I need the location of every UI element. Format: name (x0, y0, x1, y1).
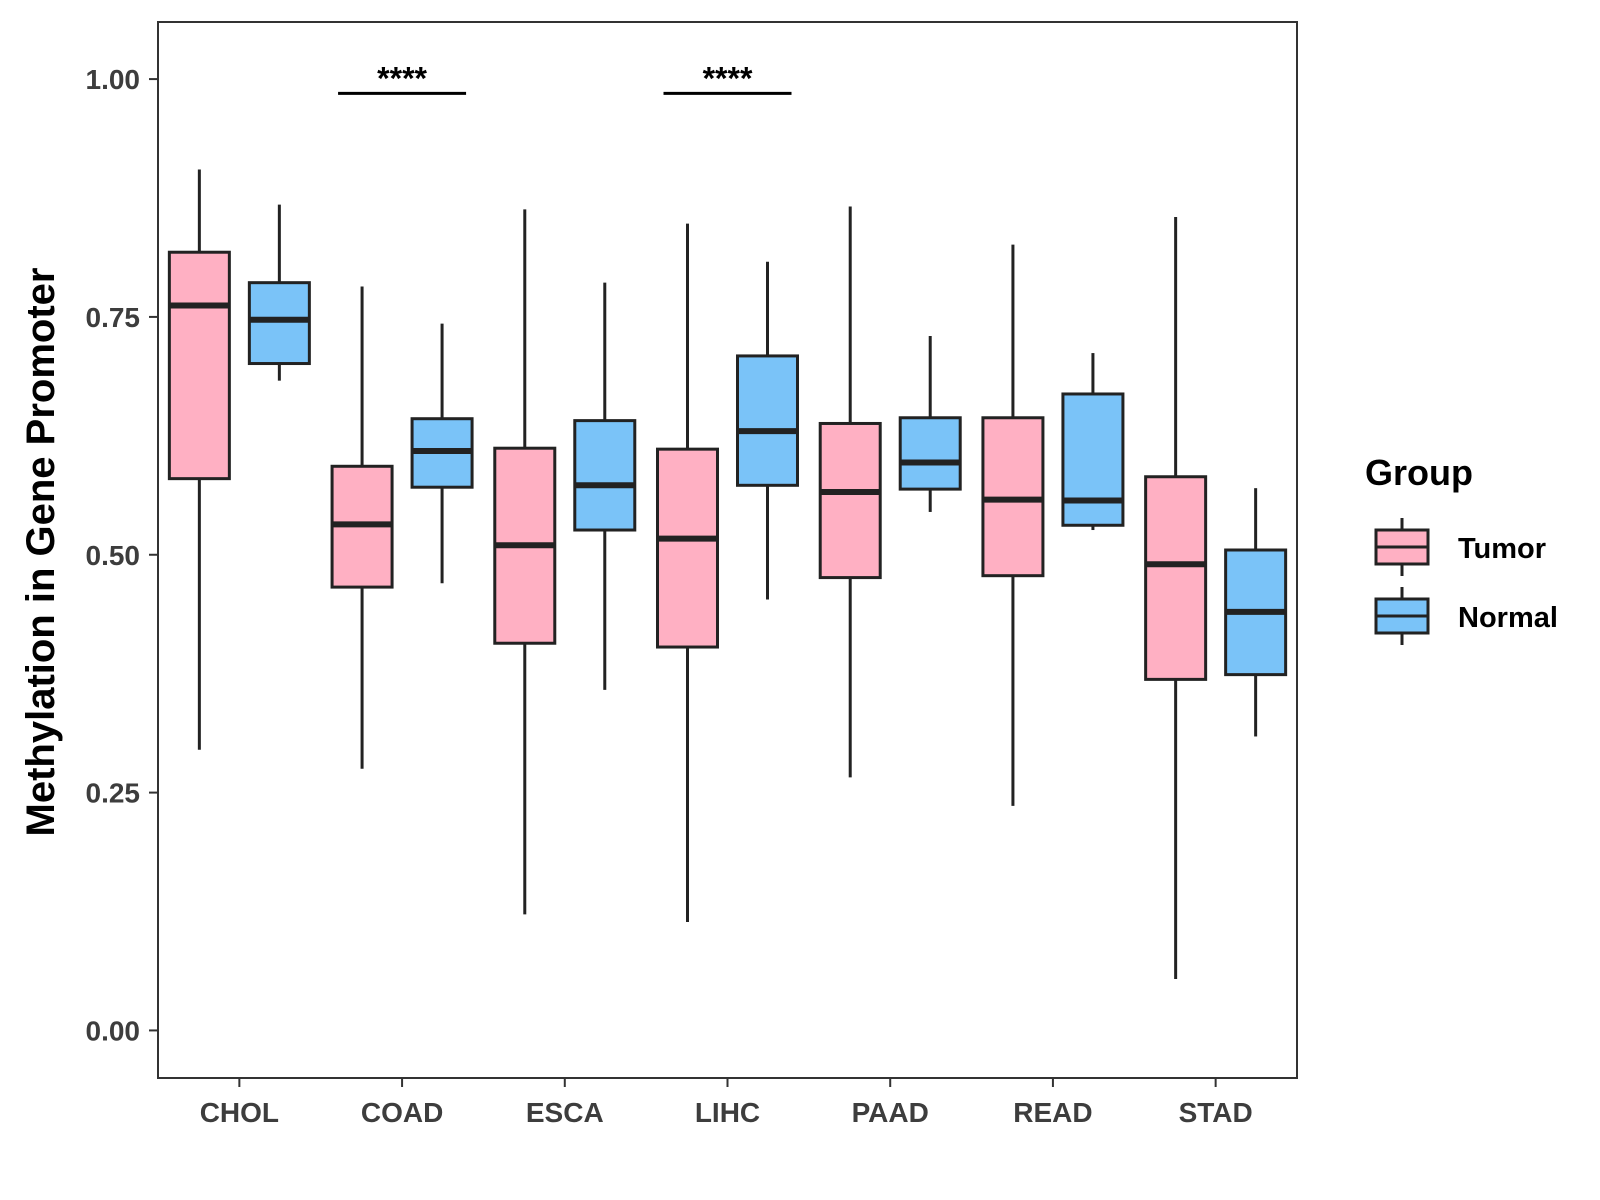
box-tumor-paad (818, 206, 882, 778)
legend-item-tumor: Tumor (1374, 518, 1546, 576)
box-body (1061, 392, 1125, 527)
y-tick-label: 0.50 (86, 540, 141, 571)
significance-layer: **** **** (338, 60, 792, 96)
box-body (736, 354, 799, 487)
x-tick-label: STAD (1179, 1097, 1253, 1128)
significance-label: **** (377, 60, 427, 96)
box-body (573, 419, 637, 532)
box-normal-esca (573, 282, 637, 690)
y-tick-label: 0.00 (86, 1015, 141, 1046)
legend-title: Group (1365, 452, 1473, 493)
significance-label: **** (703, 60, 753, 96)
legend-label-normal: Normal (1458, 602, 1558, 634)
box-normal-read (1061, 353, 1125, 531)
x-tick-label: COAD (361, 1097, 443, 1128)
box-body (898, 416, 962, 491)
box-body (656, 447, 719, 649)
box-tumor-esca (493, 209, 557, 915)
x-axis: CHOL COAD ESCA LIHC PAAD READ STAD (200, 1078, 1253, 1128)
box-body (1144, 475, 1208, 681)
y-axis: 0.00 0.25 0.50 0.75 1.00 (86, 64, 158, 1046)
y-tick-label: 0.75 (86, 302, 141, 333)
legend-label-tumor: Tumor (1458, 533, 1546, 565)
legend-item-normal: Normal (1374, 587, 1558, 645)
x-tick-label: CHOL (200, 1097, 279, 1128)
legend: Group Tumor Normal (1365, 452, 1558, 645)
box-body (247, 281, 311, 366)
box-normal-chol (247, 204, 311, 381)
x-tick-label: PAAD (852, 1097, 929, 1128)
y-axis-title: Methylation in Gene Promoter (19, 268, 63, 837)
box-tumor-lihc (656, 223, 719, 922)
box-normal-coad (410, 323, 474, 584)
box-tumor-stad (1144, 217, 1208, 980)
box-tumor-chol (167, 169, 231, 750)
box-normal-lihc (736, 261, 799, 600)
y-tick-label: 1.00 (86, 64, 141, 95)
x-tick-label: LIHC (695, 1097, 760, 1128)
plot-panel (157, 21, 1298, 1079)
box-normal-paad (898, 335, 962, 512)
boxes-layer (167, 169, 1288, 980)
box-normal-stad (1224, 488, 1288, 737)
y-tick-label: 0.25 (86, 778, 141, 809)
x-tick-label: ESCA (526, 1097, 604, 1128)
box-tumor-read (981, 244, 1045, 806)
box-body (167, 250, 231, 481)
box-tumor-coad (330, 286, 394, 769)
x-tick-label: READ (1013, 1097, 1092, 1128)
box-body (818, 421, 882, 580)
